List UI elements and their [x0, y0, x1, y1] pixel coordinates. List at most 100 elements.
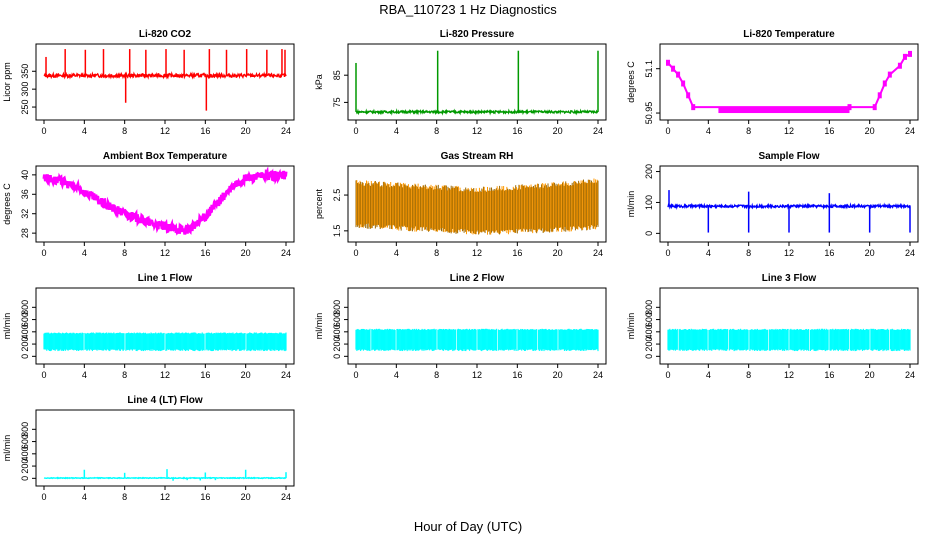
y-tick-label: 50.95: [644, 102, 654, 125]
x-tick-label: 0: [41, 370, 46, 380]
x-tick-label: 16: [512, 126, 522, 136]
x-tick-label: 8: [434, 248, 439, 258]
chart-panel: Li-820 Temperature degrees C 0 4 8 12 16 20 24 50…: [626, 29, 919, 136]
x-tick-label: 24: [905, 248, 915, 258]
x-tick-label: 4: [394, 370, 399, 380]
data-point: [671, 65, 676, 72]
data-point: [686, 92, 691, 99]
x-tick-label: 20: [241, 126, 251, 136]
data-point: [877, 92, 882, 99]
y-axis-label: percent: [314, 188, 324, 219]
y-axis-label: ml/min: [2, 313, 12, 340]
chart-title: Sample Flow: [758, 151, 819, 162]
x-tick-label: 20: [865, 126, 875, 136]
x-tick-label: 16: [200, 370, 210, 380]
x-tick-label: 20: [241, 370, 251, 380]
y-tick-label: 800: [20, 422, 30, 437]
y-axis-label: ml/min: [2, 435, 12, 462]
y-axis-label: ml/min: [626, 313, 636, 340]
chart-panel: Line 3 Flow ml/min 0 4 8 12 16 20 24 0 20040060080…: [626, 273, 919, 380]
y-tick-label: 600: [644, 312, 654, 327]
x-tick-label: 20: [553, 126, 563, 136]
x-tick-label: 12: [160, 126, 170, 136]
y-tick-label: 100: [644, 195, 654, 210]
y-tick-label: 200: [332, 337, 342, 352]
y-tick-label: 40: [20, 170, 30, 180]
series-line: [43, 476, 287, 480]
series-line: [667, 53, 911, 109]
y-tick-label: 800: [332, 300, 342, 315]
y-tick-label: 200: [644, 164, 654, 179]
y-tick-label: 0: [644, 231, 654, 236]
y-tick-label: 200: [20, 459, 30, 474]
x-tick-label: 0: [353, 126, 358, 136]
plot-frame: [35, 43, 295, 121]
plot-frame: [35, 409, 295, 487]
x-tick-label: 12: [472, 126, 482, 136]
y-tick-label: 600: [20, 312, 30, 327]
x-tick-label: 24: [281, 492, 291, 502]
y-tick-label: 0: [20, 476, 30, 481]
data-point: [676, 71, 681, 78]
x-tick-label: 24: [905, 370, 915, 380]
y-tick-label: 250: [20, 100, 30, 115]
x-tick-label: 8: [122, 126, 127, 136]
data-point: [902, 53, 907, 60]
chart-title: Ambient Box Temperature: [103, 151, 228, 162]
x-tick-label: 8: [746, 248, 751, 258]
data-point: [681, 80, 686, 87]
x-tick-label: 4: [706, 248, 711, 258]
x-tick-label: 4: [394, 248, 399, 258]
chart-panel: Li-820 Pressure kPa 0 4 8 12 16 20 24 75 85: [314, 29, 607, 136]
chart-panel: Line 2 Flow ml/min 0 4 8 12 16 20 24 0 20040060080…: [314, 273, 607, 380]
data-point: [908, 50, 912, 57]
y-tick-label: 51.1: [644, 60, 654, 78]
x-tick-label: 4: [706, 126, 711, 136]
x-axis-label: Hour of Day (UTC): [414, 519, 522, 534]
y-tick-label: 32: [20, 209, 30, 219]
series-line: [355, 108, 599, 116]
chart-panel: Sample Flow ml/min 0 4 8 12 16 20 24 0 100 200: [626, 151, 919, 258]
x-tick-label: 4: [82, 370, 87, 380]
y-tick-label: 0: [20, 354, 30, 359]
plot-frame: [347, 43, 607, 121]
x-tick-label: 0: [41, 126, 46, 136]
data-point: [691, 104, 696, 111]
chart-panel: Li-820 CO2 Licor ppm 0 4 8 12 16 20 24 250 300 350: [2, 29, 295, 136]
x-tick-label: 24: [281, 126, 291, 136]
plot-frame: [659, 287, 919, 365]
x-tick-label: 0: [353, 248, 358, 258]
y-tick-label: 2.5: [332, 189, 342, 202]
x-tick-label: 24: [593, 370, 603, 380]
x-tick-label: 8: [434, 126, 439, 136]
x-tick-label: 20: [865, 248, 875, 258]
y-tick-label: 0: [644, 354, 654, 359]
x-tick-label: 24: [281, 370, 291, 380]
data-point: [897, 62, 902, 69]
chart-panel: Line 4 (LT) Flow ml/min 0 4 8 12 16 20 24 0 200400…: [2, 395, 295, 502]
x-tick-label: 8: [746, 370, 751, 380]
chart-panel: Ambient Box Temperature degrees C 0 4 8 12 16 2…: [2, 151, 295, 258]
data-point: [882, 80, 887, 87]
x-tick-label: 16: [200, 126, 210, 136]
data-point: [872, 104, 877, 111]
x-tick-label: 12: [160, 492, 170, 502]
chart-title: Line 2 Flow: [450, 273, 505, 284]
x-tick-label: 0: [665, 370, 670, 380]
y-tick-label: 75: [332, 97, 342, 107]
x-tick-label: 20: [241, 492, 251, 502]
data-point: [887, 71, 892, 78]
data-point: [666, 59, 670, 66]
chart-panel: Line 1 Flow ml/min 0 4 8 12 16 20 24 0 20040060080…: [2, 273, 295, 380]
x-tick-label: 4: [82, 492, 87, 502]
y-tick-label: 200: [20, 337, 30, 352]
x-tick-label: 20: [865, 370, 875, 380]
y-axis-label: ml/min: [626, 191, 636, 218]
y-tick-label: 600: [20, 434, 30, 449]
y-tick-label: 400: [20, 324, 30, 339]
y-axis-label: Licor ppm: [2, 62, 12, 102]
x-tick-label: 12: [472, 248, 482, 258]
x-tick-label: 12: [472, 370, 482, 380]
